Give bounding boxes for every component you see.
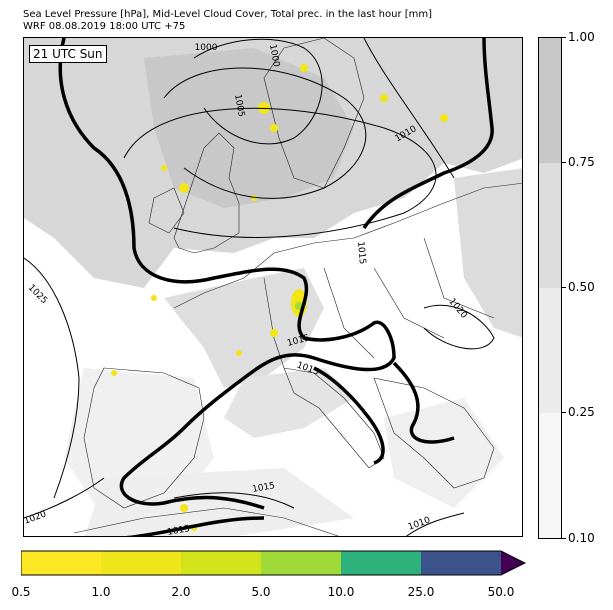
- precip-bar-segment: [21, 551, 101, 575]
- cloud-bar-tick: 0.75: [568, 155, 595, 169]
- border-4: [423, 237, 495, 319]
- precip-bar-tick: 10.0: [327, 585, 355, 599]
- precip-patch: [151, 295, 157, 301]
- isobar-1010: [123, 107, 437, 238]
- border-3: [373, 267, 445, 339]
- isobar-1015-italy: [313, 366, 385, 465]
- isobar-label: 1020: [446, 297, 469, 321]
- isobar-1015-east: [362, 38, 494, 229]
- isobar-label: 1015: [252, 481, 276, 495]
- precip-bar-tick: 5.0: [251, 585, 271, 599]
- precip-bar-segment: [261, 551, 341, 575]
- isobar-label: 1025: [26, 283, 49, 306]
- precip-patch: [180, 504, 188, 512]
- coast-scandinavia: [263, 38, 365, 189]
- isobar-1015-main: [58, 38, 396, 510]
- isobar-1010b: [363, 38, 455, 179]
- isobar-1020b: [24, 477, 105, 519]
- precip-patch: [179, 183, 189, 193]
- cloud-region-east: [454, 168, 522, 338]
- chart-title-line2: WRF 08.08.2019 18:00 UTC +75: [23, 21, 186, 32]
- isobar-label: 1000: [267, 44, 281, 69]
- cloud-bar-tick: 0.25: [568, 405, 595, 419]
- precip-patch: [161, 165, 167, 171]
- cloud-bar-segment: [539, 413, 561, 538]
- coast-britain: [173, 132, 240, 254]
- precip-bar-tick: 2.0: [171, 585, 191, 599]
- cloud-bar-segment: [539, 163, 561, 288]
- isobar-label: 1005: [232, 94, 246, 118]
- isobar-1015-thick: [58, 38, 494, 536]
- isobars-thin: [24, 38, 495, 536]
- precip-bar-segment: [341, 551, 421, 575]
- isobar-1020: [423, 304, 495, 350]
- isobar-labels-layer: 1000 1000 1005 1010 1015 1015 1015 1020 …: [24, 43, 469, 537]
- coast-iberia: [83, 367, 205, 509]
- cloud-bar-segment: [539, 38, 561, 163]
- map-canvas: [24, 38, 522, 536]
- valid-time-label: 21 UTC Sun: [29, 45, 107, 63]
- precip-bar-tick: 25.0: [407, 585, 435, 599]
- border-2: [323, 267, 375, 359]
- isobar-1000: [193, 38, 323, 145]
- cloud-bar-tick: 1.00: [568, 30, 595, 44]
- coast-africa: [73, 507, 339, 536]
- precip-patch: [270, 329, 278, 337]
- isobar-label: 1020: [24, 509, 48, 526]
- coast-continent: [173, 182, 522, 309]
- precip-patch: [111, 370, 117, 376]
- weather-map: 1000 1000 1005 1010 1015 1015 1015 1020 …: [23, 37, 523, 537]
- chart-title-line1: Sea Level Pressure [hPa], Mid-Level Clou…: [23, 9, 433, 20]
- cloud-cover-colorbar: [538, 37, 562, 539]
- precip-patch: [236, 350, 242, 356]
- precip-bar-tick: 1.0: [91, 585, 111, 599]
- isobar-label: 1015: [355, 241, 367, 265]
- cloud-bar-segment: [539, 288, 561, 413]
- coast-ireland: [148, 187, 185, 234]
- precip-patch: [380, 94, 388, 102]
- isobar-1025: [24, 257, 80, 499]
- precip-colorbar: [21, 550, 526, 576]
- precip-bar-segment: [181, 551, 261, 575]
- precip-bar-tick: 50.0: [487, 585, 515, 599]
- precip-patch: [300, 64, 308, 72]
- isobar-1015c: [173, 492, 295, 509]
- isobar-1015-south: [126, 516, 265, 536]
- cloud-bar-tick: 0.50: [568, 280, 595, 294]
- cloud-region-france: [164, 268, 324, 388]
- precip-bar-tick: 0.5: [11, 585, 31, 599]
- isobar-label: 1015: [295, 361, 320, 378]
- precip-bar-extend-arrow: [501, 551, 525, 575]
- cloud-region-northsea: [144, 48, 354, 208]
- isobar-1015-balkan: [392, 361, 455, 444]
- precip-bar-segment: [101, 551, 181, 575]
- isobar-label: 1010: [394, 124, 419, 144]
- isobar-1010c: [405, 512, 465, 536]
- isobar-label: 1010: [407, 515, 432, 532]
- cloud-region-italy: [224, 368, 354, 438]
- isobar-label: 1015: [286, 333, 311, 349]
- precip-patch: [251, 195, 257, 201]
- precip-patch: [440, 114, 448, 122]
- isobar-label: 1015: [167, 524, 191, 537]
- precip-bar-segment: [421, 551, 501, 575]
- isobar-label: 1000: [195, 43, 218, 53]
- coast-balkans: [373, 377, 495, 489]
- cloud-bar-tick: 0.10: [568, 531, 595, 545]
- precip-patch: [270, 124, 278, 132]
- isobar-1005: [163, 67, 367, 199]
